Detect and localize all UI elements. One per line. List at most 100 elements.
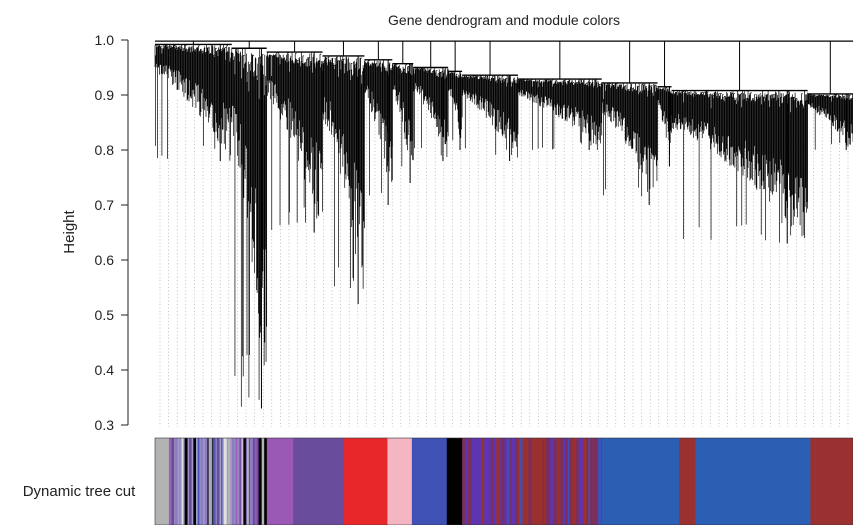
y-tick-label: 0.8 <box>95 142 115 158</box>
module-color-segment <box>168 438 240 525</box>
module-color-stripe <box>475 438 480 525</box>
y-tick-label: 1.0 <box>95 32 115 48</box>
tree-branch <box>601 41 658 205</box>
module-color-stripe <box>243 438 246 525</box>
module-color-stripe <box>214 438 216 525</box>
module-color-stripe <box>221 438 223 525</box>
module-color-stripe <box>573 438 576 525</box>
y-tick-label: 0.7 <box>95 197 115 213</box>
module-color-stripe <box>254 438 257 525</box>
module-color-stripe <box>235 438 238 525</box>
module-color-stripe <box>181 438 184 525</box>
module-color-stripe <box>227 438 231 525</box>
tree-branch <box>231 41 268 409</box>
module-color-stripe <box>467 438 472 525</box>
module-color-stripe <box>528 438 532 525</box>
module-color-stripe <box>583 438 587 525</box>
module-color-stripe <box>597 438 602 525</box>
module-color-stripe <box>175 438 178 525</box>
dendrogram-tree <box>154 40 853 409</box>
tree-branch <box>671 41 808 244</box>
module-color-stripe <box>485 438 490 525</box>
module-color-stripe <box>265 438 267 525</box>
module-color-segment <box>695 438 811 525</box>
module-color-stripe <box>188 438 192 525</box>
module-color-stripe <box>239 438 241 525</box>
y-tick-label: 0.9 <box>95 87 115 103</box>
color-bar-label: Dynamic tree cut <box>23 483 136 500</box>
module-color-stripe <box>533 438 536 525</box>
module-color-stripe <box>500 438 503 525</box>
module-color-stripe <box>197 438 200 525</box>
module-color-stripe <box>567 438 570 525</box>
tree-branch <box>364 41 393 205</box>
module-color-segment <box>810 438 853 525</box>
module-color-stripe <box>193 438 196 525</box>
module-color-stripe <box>543 438 546 525</box>
module-color-stripe <box>184 438 188 525</box>
y-tick-label: 0.4 <box>95 362 115 378</box>
module-color-stripe <box>216 438 220 525</box>
module-color-bar-frame <box>154 437 853 525</box>
module-color-stripe <box>204 438 208 525</box>
module-color-stripe <box>510 438 512 525</box>
module-color-stripe <box>168 438 171 525</box>
module-color-segment <box>155 438 170 525</box>
module-color-segment <box>343 438 388 525</box>
module-color-stripe <box>545 438 549 525</box>
module-color-stripe <box>539 438 543 525</box>
module-color-stripe <box>591 438 595 525</box>
module-color-segment <box>601 438 680 525</box>
module-color-stripe <box>512 438 516 525</box>
module-color-stripe <box>223 438 227 525</box>
module-color-segment <box>679 438 696 525</box>
tree-branch <box>154 41 233 161</box>
module-color-segment <box>446 438 465 525</box>
module-color-stripe <box>502 438 505 525</box>
module-color-segment <box>293 438 344 525</box>
module-color-stripe <box>209 438 211 525</box>
y-tick-label: 0.3 <box>95 417 115 433</box>
module-color-stripe <box>557 438 561 525</box>
module-color-stripe <box>588 438 591 525</box>
tree-branch <box>322 41 365 304</box>
module-color-stripe <box>261 438 265 525</box>
y-tick-label: 0.6 <box>95 252 115 268</box>
module-color-stripe <box>507 438 509 525</box>
y-axis: 0.3 0.4 0.5 0.6 0.7 0.8 0.9 1.0 <box>95 32 129 433</box>
tree-branch <box>657 41 672 167</box>
module-color-stripe <box>462 438 466 525</box>
tree-branch <box>447 41 463 150</box>
module-color-stripe <box>515 438 518 525</box>
module-color-stripe <box>246 438 249 525</box>
module-color-stripe <box>572 438 574 525</box>
module-color-stripe <box>496 438 501 525</box>
module-color-segment <box>411 438 448 525</box>
module-color-stripe <box>241 438 243 525</box>
chart-title: Gene dendrogram and module colors <box>388 12 620 28</box>
module-color-stripe <box>481 438 485 525</box>
y-axis-label: Height <box>61 209 78 253</box>
module-color-stripe <box>578 438 583 525</box>
module-color-stripe <box>207 438 209 525</box>
module-color-stripe <box>212 438 214 525</box>
module-color-segment <box>387 438 413 525</box>
tree-branch <box>807 41 853 150</box>
tree-branch <box>266 41 323 233</box>
tree-branch <box>391 41 414 183</box>
module-color-stripe <box>200 438 204 525</box>
module-color-stripe <box>179 438 181 525</box>
module-color-segment <box>266 438 294 525</box>
module-color-bar <box>154 437 853 525</box>
tree-branch <box>517 41 603 150</box>
module-color-stripe <box>550 438 554 525</box>
module-color-stripe <box>231 438 235 525</box>
module-color-stripe <box>519 438 523 525</box>
y-tick-label: 0.5 <box>95 307 115 323</box>
tree-branch <box>461 41 519 161</box>
module-color-stripe <box>171 438 175 525</box>
tree-branch <box>412 41 449 161</box>
module-color-stripe <box>490 438 494 525</box>
module-color-stripe <box>523 438 525 525</box>
